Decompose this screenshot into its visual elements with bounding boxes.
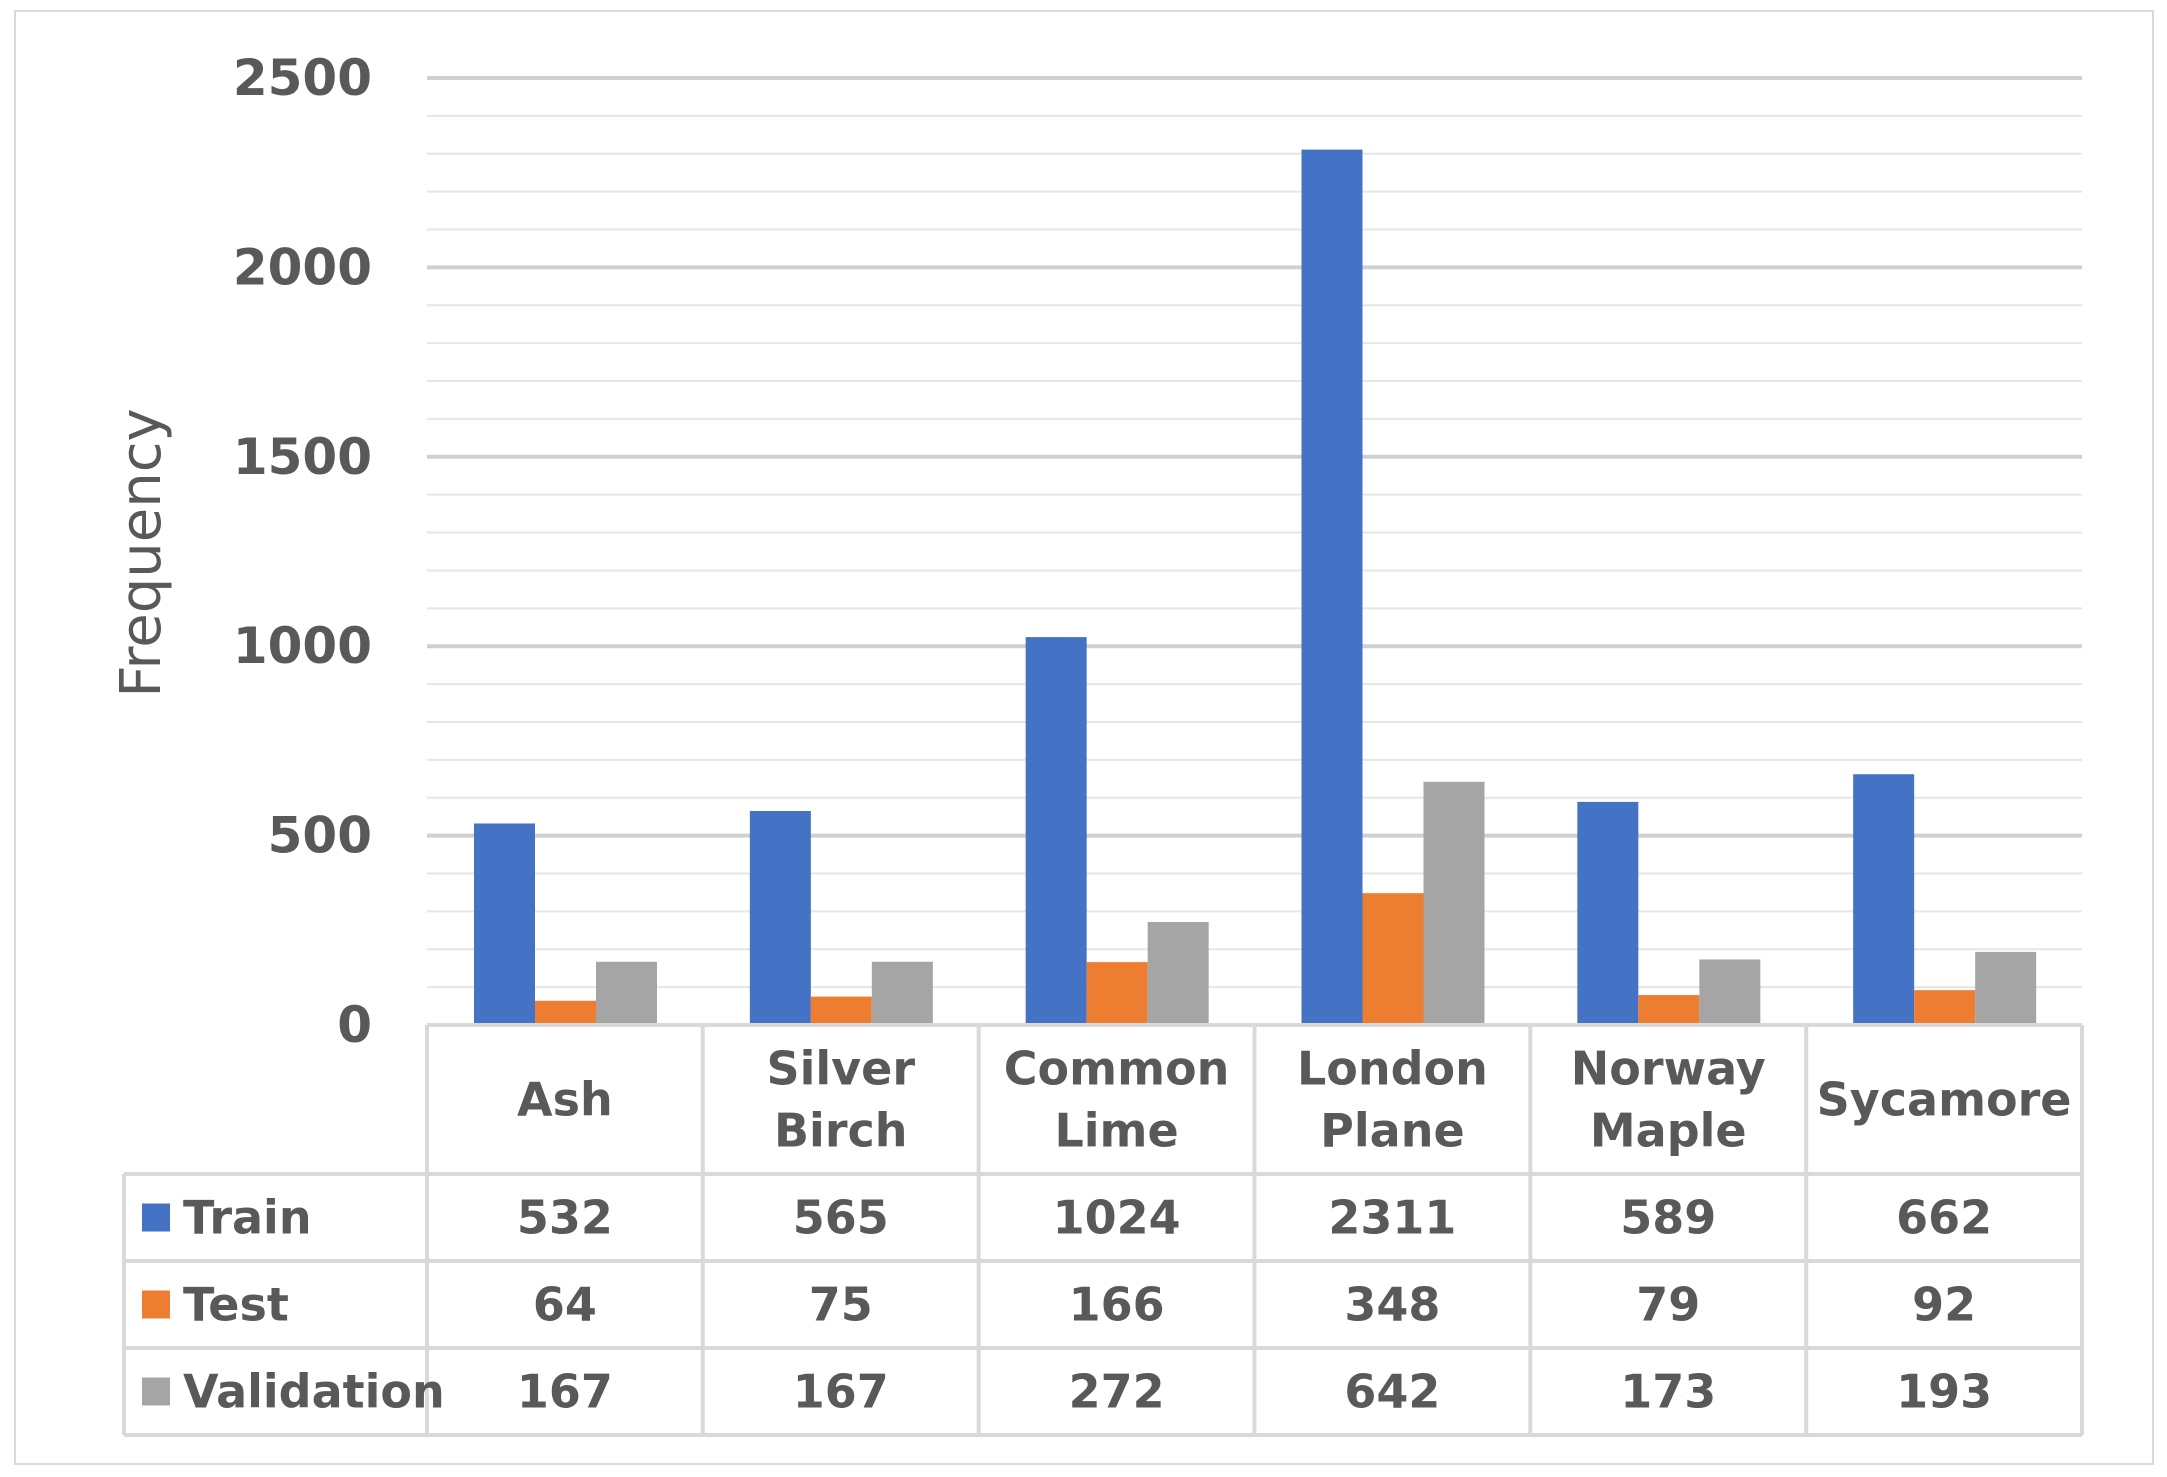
data-label: 532 [517,1191,613,1245]
data-label: 64 [533,1278,597,1332]
bar-test-4 [1638,995,1700,1025]
bar-test-1 [810,996,872,1025]
category-label: Silver [766,1042,915,1096]
y-tick-label: 1000 [233,617,372,675]
data-label: 565 [793,1191,889,1245]
legend-key-validation [142,1377,170,1406]
category-label: Birch [774,1104,908,1158]
data-label: 272 [1069,1365,1165,1419]
y-axis-label: Frequency [109,408,174,697]
bar-validation-5 [1975,951,2037,1025]
data-label: 589 [1620,1191,1716,1245]
bar-test-3 [1362,893,1424,1025]
legend-key-test [142,1290,170,1319]
bar-validation-0 [596,961,657,1025]
data-label: 662 [1896,1191,1992,1245]
bar-train-1 [749,810,811,1025]
data-label: 92 [1912,1278,1976,1332]
data-label: 642 [1344,1365,1440,1419]
bar-train-5 [1853,774,1915,1025]
bar-validation-3 [1423,781,1485,1025]
series-name: Test [183,1278,289,1332]
data-label: 1024 [1053,1191,1181,1245]
bar-train-0 [474,823,535,1025]
y-tick-label: 0 [337,996,372,1054]
gridlines [427,76,2082,1027]
data-label: 75 [809,1278,873,1332]
y-tick-label: 2000 [233,238,372,296]
bar-test-0 [535,1000,596,1025]
data-label: 166 [1069,1278,1165,1332]
y-tick-label: 2500 [233,49,372,107]
y-tick-label: 500 [268,807,372,865]
series-name: Train [183,1191,312,1245]
category-label: Ash [517,1073,613,1127]
bar-train-4 [1577,801,1639,1025]
category-label: Common [1004,1042,1230,1096]
category-label: Plane [1320,1104,1464,1158]
bar-test-5 [1914,990,1976,1025]
legend-key-train [142,1203,170,1232]
data-label: 167 [793,1365,889,1419]
bars [474,149,2037,1025]
data-label: 348 [1344,1278,1440,1332]
data-table: Ash Silver Birch Common Lime London Plane Norwa… [122,1023,2084,1437]
bar-train-3 [1301,149,1363,1025]
category-label: Norway [1571,1042,1766,1096]
data-label: 173 [1620,1365,1716,1419]
data-label: 193 [1896,1365,1992,1419]
bar-test-2 [1086,962,1148,1025]
bar-validation-4 [1699,959,1761,1025]
y-tick-label: 1500 [233,428,372,486]
data-label: 2311 [1328,1191,1456,1245]
y-axis: 0 500 1000 1500 2000 2500 [233,49,372,1054]
series-name: Validation [183,1365,445,1419]
data-label: 167 [517,1365,613,1419]
category-label: London [1297,1042,1488,1096]
chart-frame [14,10,2154,1465]
bar-train-2 [1025,637,1087,1025]
category-label: Lime [1054,1104,1178,1158]
bar-validation-1 [871,961,933,1025]
bar-validation-2 [1147,921,1209,1025]
category-label: Maple [1590,1104,1747,1158]
category-label: Sycamore [1817,1073,2072,1127]
data-label: 79 [1636,1278,1700,1332]
